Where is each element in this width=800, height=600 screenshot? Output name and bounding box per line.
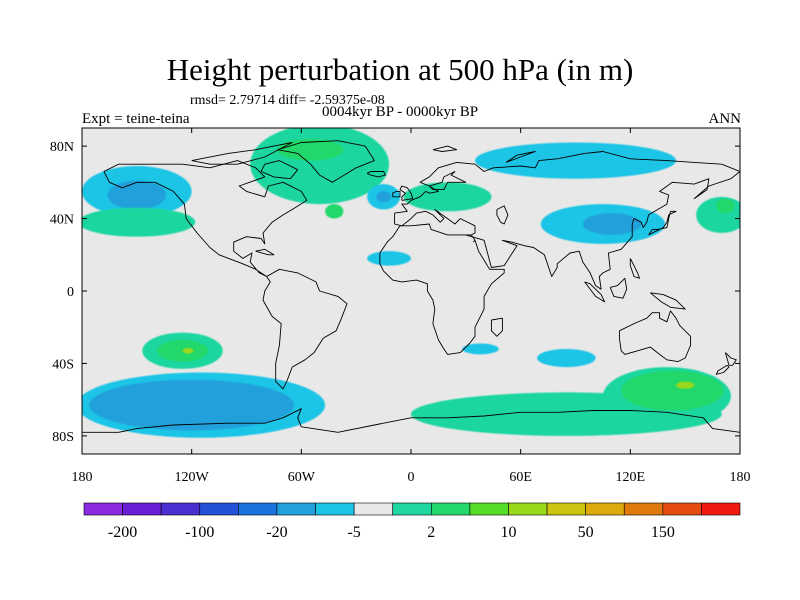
coastline-australia — [618, 310, 692, 363]
coastlines — [82, 140, 740, 433]
lat-tick-label: 80S — [52, 430, 74, 445]
colorbar-label: 10 — [500, 524, 516, 541]
coastline-cuba — [255, 248, 275, 256]
coastline-new-guinea — [650, 292, 686, 310]
colorbar-label: -100 — [185, 524, 214, 541]
contour-australia-high-peak — [676, 381, 695, 389]
coastline-arabia-detail — [472, 239, 476, 243]
experiment-label: Expt = teine-teina — [82, 111, 190, 127]
contour-australia-high-core — [621, 370, 724, 411]
colorbar-box — [430, 502, 471, 516]
coastline-africa — [379, 223, 505, 355]
colorbar-box — [546, 502, 586, 516]
lon-tick-label: 0 — [408, 470, 415, 485]
coastline-caspian — [496, 205, 509, 225]
colorbar-box — [623, 502, 664, 516]
colorbar-label: 150 — [651, 524, 675, 541]
contour-atlantic-low-core — [376, 191, 391, 203]
contour-south-pacific-high-peak — [182, 348, 194, 354]
lat-tick-label: 40S — [52, 357, 74, 372]
lon-tick-label: 180 — [730, 470, 751, 485]
season-label: ANN — [708, 111, 742, 127]
lat-tick-label: 0 — [67, 285, 74, 300]
coastline-scandinavia-baltic — [428, 171, 467, 191]
stats-label: rmsd= 2.79714 diff= -2.59375e-08 — [190, 93, 385, 108]
contour-north-pacific-high — [82, 207, 196, 237]
lat-tick-label: 80N — [50, 140, 74, 155]
lon-tick-label: 60W — [288, 470, 316, 485]
colorbar-box — [160, 502, 201, 516]
coastline-baffin — [260, 160, 299, 180]
coastline-canadian-arctic — [191, 142, 293, 165]
colorbar-box — [238, 502, 278, 516]
contour-indian-ocean-low — [537, 348, 596, 368]
contour-atlantic-high-core — [325, 204, 344, 219]
colorbar-label: 2 — [427, 524, 435, 541]
colorbar-box — [585, 502, 625, 516]
coastline-britain — [399, 185, 414, 201]
coastline-south-america — [262, 268, 348, 390]
coastline-svalbard — [432, 145, 458, 152]
colorbar-box — [276, 502, 316, 516]
coastline-sumatra — [584, 281, 606, 303]
coastline-greenland — [277, 140, 375, 183]
colorbar-label: 50 — [578, 524, 594, 541]
lon-tick-label: 120E — [616, 470, 646, 485]
coastline-new-zealand — [724, 352, 737, 366]
colorbar-box — [701, 502, 741, 516]
coastline-new-zealand-south — [715, 364, 730, 375]
colorbar-label: -200 — [108, 524, 137, 541]
contour-south-atlantic-low — [462, 343, 499, 355]
contour-south-pacific-high-core — [156, 339, 209, 362]
contour-fields — [82, 128, 740, 438]
coastline-japan — [648, 210, 677, 236]
lon-tick-label: 60E — [509, 470, 532, 485]
coastline-north-america — [103, 160, 308, 277]
contour-europe-high — [403, 182, 492, 212]
coastline-iceland — [366, 171, 386, 178]
coastline-ireland — [392, 190, 401, 198]
contour-siberia-low — [474, 142, 677, 179]
colorbar-box — [508, 502, 548, 516]
colorbar-box — [122, 502, 162, 516]
coastline-madagascar — [490, 317, 503, 337]
coastline-novaya-zemlya — [505, 151, 536, 163]
coastline-antarctica — [82, 408, 740, 433]
colorbar-box — [662, 502, 702, 516]
lon-tick-label: 120W — [175, 470, 210, 485]
coastline-philippines — [629, 258, 640, 279]
page-title: Height perturbation at 500 hPa (in m) — [166, 52, 634, 87]
colorbar-box — [353, 502, 394, 516]
coastline-eurasia — [394, 151, 740, 290]
contour-north-africa-low — [367, 251, 412, 266]
lon-tick-label: 180 — [72, 470, 93, 485]
colorbar-label: -5 — [347, 524, 360, 541]
coastline-borneo — [609, 277, 628, 299]
period-subtitle: 0004kyr BP - 0000kyr BP — [321, 104, 479, 120]
contour-southern-ocean-low-core — [89, 379, 295, 431]
colorbar-box — [392, 502, 432, 516]
colorbar-box — [199, 502, 239, 516]
colorbar-box — [315, 502, 355, 516]
lat-tick-label: 40N — [50, 213, 74, 228]
axis-ticks: 180 120W 60W 0 60E 120E 180 80N 40N 0 40S 80S — [50, 128, 751, 485]
colorbar-box — [83, 502, 123, 516]
contour-asia-low-core — [582, 213, 642, 235]
colorbar-label: -20 — [266, 524, 287, 541]
colorbar-box — [469, 502, 509, 516]
contour-nw-pacific-high-core — [716, 198, 735, 214]
